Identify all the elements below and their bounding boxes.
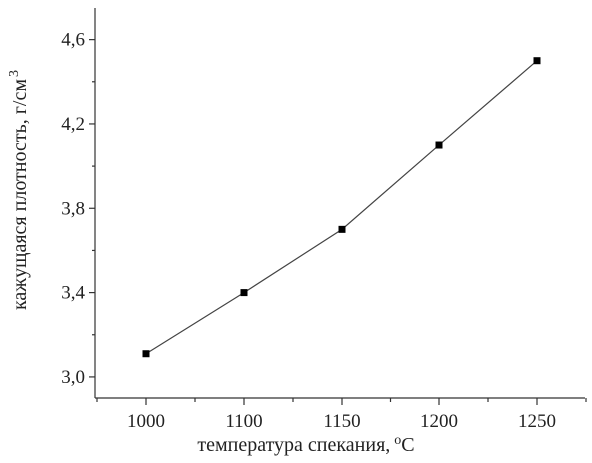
x-tick-label: 1100 bbox=[225, 411, 262, 432]
y-tick-label: 4,2 bbox=[61, 114, 85, 135]
x-tick-label: 1200 bbox=[420, 411, 458, 432]
x-axis-ticks: 1000 1100 1150 1200 1250 bbox=[96, 398, 587, 432]
y-tick-label: 4,6 bbox=[61, 30, 85, 51]
y-tick-label: 3,8 bbox=[61, 198, 85, 219]
data-series bbox=[142, 57, 541, 358]
data-point bbox=[240, 289, 248, 297]
data-point bbox=[435, 141, 443, 149]
y-axis-ticks: 3,0 3,4 3,8 4,2 4,6 bbox=[61, 30, 95, 388]
data-point bbox=[533, 57, 541, 65]
series-line bbox=[145, 60, 538, 355]
data-point bbox=[142, 350, 150, 358]
x-axis-title: температура спекания, oC bbox=[197, 433, 414, 456]
y-axis-title: кажущаяся плотность, г/см3 bbox=[7, 70, 31, 310]
x-tick-label: 1250 bbox=[518, 411, 556, 432]
y-tick-label: 3,0 bbox=[61, 367, 85, 388]
y-tick-label: 3,4 bbox=[61, 283, 85, 304]
x-tick-label: 1000 bbox=[127, 411, 165, 432]
axes bbox=[94, 8, 585, 399]
data-point bbox=[338, 225, 346, 233]
x-tick-label: 1150 bbox=[323, 411, 360, 432]
